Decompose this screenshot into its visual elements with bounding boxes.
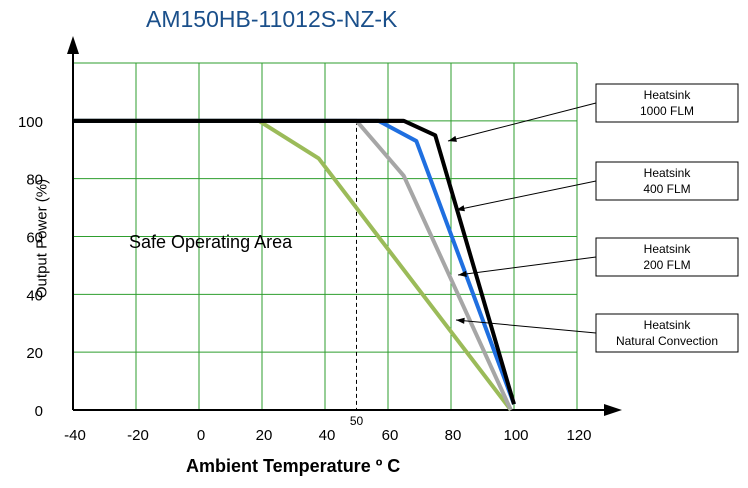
legend-label: 200 FLM (643, 258, 690, 272)
legend-label: Heatsink (644, 166, 692, 180)
legend-label: Heatsink (644, 318, 692, 332)
legend-label: 400 FLM (643, 182, 690, 196)
marker-label-50: 50 (350, 414, 364, 428)
y-axis-arrow (67, 36, 79, 54)
x-tick-label: 120 (566, 427, 591, 444)
y-axis-label: Output Power (%) (34, 169, 51, 309)
series-line (73, 121, 514, 404)
x-tick-label: 100 (503, 427, 528, 444)
x-tick-label: 80 (445, 427, 462, 444)
series-line (73, 121, 514, 404)
x-tick-label: 20 (256, 427, 273, 444)
x-tick-label: 60 (382, 427, 399, 444)
legend-label: Heatsink (644, 242, 692, 256)
legend-pointer-arrow (448, 136, 457, 142)
legend-pointer (456, 181, 596, 210)
legend-label: Heatsink (644, 88, 692, 102)
x-tick-label: -40 (64, 427, 86, 444)
safe-area-annotation: Safe Operating Area (129, 232, 293, 252)
x-tick-label: 0 (197, 427, 205, 444)
legend-pointer-arrow (458, 271, 467, 277)
y-tick-label: 100 (18, 114, 43, 131)
x-axis-arrow (604, 404, 622, 416)
legend-pointer (458, 257, 596, 275)
legend-label: 1000 FLM (640, 104, 694, 118)
x-tick-label: -20 (127, 427, 149, 444)
legend-label: Natural Convection (616, 334, 718, 348)
y-tick-label: 20 (26, 345, 43, 362)
legend-pointer (448, 103, 596, 141)
x-axis-label: Ambient Temperature º C (186, 456, 400, 477)
y-tick-label: 0 (35, 403, 43, 420)
legend-pointer-arrow (456, 318, 465, 324)
x-tick-label: 40 (319, 427, 336, 444)
legend-pointer (456, 320, 596, 333)
